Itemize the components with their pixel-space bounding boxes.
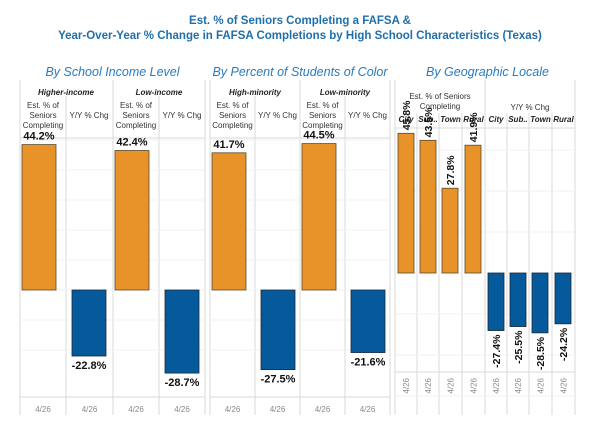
bar-yoy-low-income [164,289,200,374]
bar-yoy-sub [509,272,527,327]
bar-yoy-high-minority [260,289,296,371]
chart-title: Est. % of Seniors Completing a FAFSA & Y… [0,14,600,44]
bar-yoy-low-minority [350,289,386,353]
col-header-est: Est. % of Seniors Completing [302,101,343,130]
data-label-yoy: -25.5% [513,330,525,364]
bar-completing-city [397,132,415,274]
data-label-completing: 41.9% [468,112,480,142]
data-label-yoy: -28.7% [165,377,200,389]
date-label: 4/26 [360,405,376,414]
date-label: 4/26 [560,377,569,393]
data-label-yoy: -27.4% [491,334,503,368]
data-label-yoy: -28.5% [535,336,547,370]
panel-title-color: By Percent of Students of Color [212,65,388,79]
col-header-est: Est. % of Seniors Completing [409,92,471,111]
bar-completing-sub [419,139,437,274]
locale-rural: Rural [463,115,484,124]
locale-city: City [398,115,414,124]
chart-title-line2: Year-Over-Year % Change in FAFSA Complet… [58,30,542,42]
col-header-yoy: Y/Y % Chg [69,111,109,120]
bar-yoy-town [531,272,549,334]
panel-title-income: By School Income Level [45,65,180,79]
data-label-completing: 44.5% [303,130,334,142]
date-label: 4/26 [470,377,479,393]
locale-suburb: Sub.. [418,115,438,124]
locale-town: Town [530,115,551,124]
data-label-yoy: -24.2% [558,327,570,361]
panel-title-locale: By Geographic Locale [426,65,549,79]
date-label: 4/26 [402,377,411,393]
date-label: 4/26 [447,377,456,393]
bar-yoy-rural [554,272,572,325]
group-header-low-minority: Low-minority [319,88,371,97]
date-label: 4/26 [174,405,190,414]
date-label: 4/26 [128,405,144,414]
col-header-yoy: Y/Y % Chg [348,111,387,120]
col-header-est: Est. % of Seniors Completing [115,101,157,130]
group-header-high-minority: High-minority [229,88,281,97]
locale-city: City [488,115,504,124]
bar-yoy-city [487,272,505,331]
locale-town: Town [440,115,461,124]
date-label: 4/26 [514,377,523,393]
bar-completing-higher-income [21,144,57,291]
date-label: 4/26 [270,405,286,414]
date-label: 4/26 [225,405,241,414]
date-label: 4/26 [424,377,433,393]
data-label-completing: 27.8% [445,155,457,185]
data-label-completing: 44.2% [23,131,54,143]
col-header-yoy: Y/Y % Chg [510,103,550,112]
col-header-est: Est. % of Seniors Completing [212,101,253,130]
data-label-completing: 45.8% [401,100,413,130]
data-label-yoy: -27.5% [261,374,296,386]
bar-completing-low-minority [301,143,337,291]
data-label-yoy: -22.8% [72,360,107,372]
chart-title-line1: Est. % of Seniors Completing a FAFSA & [189,15,411,27]
group-header-higher-income: Higher-income [37,88,94,97]
locale-suburb: Sub.. [508,115,528,124]
bar-completing-town [441,187,459,274]
locale-rural: Rural [553,115,574,124]
date-label: 4/26 [35,405,51,414]
date-label: 4/26 [492,377,501,393]
data-label-completing: 43.5% [423,107,435,137]
data-label-completing: 41.7% [213,139,244,151]
bar-yoy-higher-income [71,289,107,357]
col-header-yoy: Y/Y % Chg [162,111,202,120]
bar-completing-low-income [114,150,150,291]
bar-completing-rural [464,144,482,274]
data-label-completing: 42.4% [116,137,147,149]
date-label: 4/26 [82,405,98,414]
col-header-est: Est. % of Seniors Completing [22,101,64,130]
date-label: 4/26 [315,405,331,414]
col-header-yoy: Y/Y % Chg [258,111,297,120]
data-label-yoy: -21.6% [351,357,386,369]
group-header-low-income: Low-income [135,88,183,97]
date-label: 4/26 [537,377,546,393]
bar-completing-high-minority [211,152,247,291]
